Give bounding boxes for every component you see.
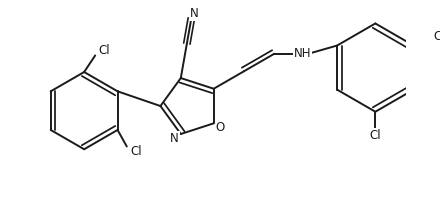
- Text: Cl: Cl: [433, 30, 440, 43]
- Text: O: O: [216, 121, 225, 134]
- Text: Cl: Cl: [370, 129, 381, 142]
- Text: Cl: Cl: [130, 145, 142, 158]
- Text: N: N: [170, 132, 179, 145]
- Text: N: N: [190, 7, 198, 20]
- Text: NH: NH: [294, 47, 312, 60]
- Text: Cl: Cl: [99, 44, 110, 57]
